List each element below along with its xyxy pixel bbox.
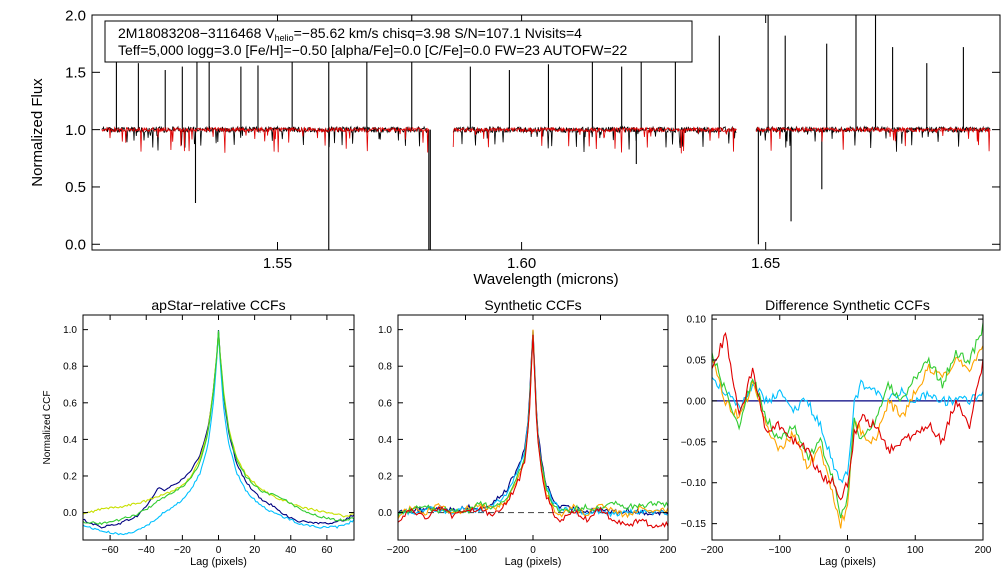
y-tick-label: 1.0 <box>63 325 77 336</box>
panel-title: Synthetic CCFs <box>484 297 581 313</box>
y-tick-label: 2.0 <box>65 7 86 24</box>
x-tick-label: 0 <box>216 545 222 556</box>
panel-title: apStar−relative CCFs <box>151 297 285 313</box>
model-spectrum-line <box>755 126 991 152</box>
ccf-series-visit-4 <box>712 322 983 519</box>
plot-frame <box>91 14 1001 251</box>
annotation-part-2: helio <box>275 33 294 43</box>
axes-apstar-relative-ccf: −60 −40 −20 0 20 40 60 0.0 0.2 0.4 0.6 0.8 1.0 apStar… <box>42 297 355 568</box>
axes-difference-synthetic-ccf: −200 −100 0 100 200 0.10 0.05 0.00 −0.05 −0.10 −0.… <box>681 297 992 568</box>
ccf-plot-apstar-relative-ccf <box>83 329 354 536</box>
y-tick-label: 0.8 <box>378 362 392 373</box>
x-tick-label: 20 <box>249 545 261 556</box>
ccf-series-visit-3 <box>398 329 668 519</box>
y-tick-label: 0.4 <box>63 435 77 446</box>
x-tick-label: 1.65 <box>751 255 780 272</box>
x-tick-label: 100 <box>907 545 924 556</box>
ccf-series-visit-5 <box>712 331 983 501</box>
y-tick-label: 1.0 <box>378 325 392 336</box>
y-tick-label: 0.2 <box>63 471 77 482</box>
x-tick-label: 60 <box>321 545 333 556</box>
y-axis-title: Normalized Flux <box>29 78 46 187</box>
ccf-series-visit-2 <box>712 376 983 484</box>
y-tick-label: 0.4 <box>378 435 392 446</box>
model-spectrum-line <box>101 126 430 153</box>
ccf-series-visit-2 <box>398 330 668 518</box>
x-tick-label: 100 <box>592 545 609 556</box>
y-tick-label: 1.5 <box>65 65 86 82</box>
y-tick-label: −0.10 <box>681 478 707 489</box>
spectrum-plot <box>101 15 991 250</box>
annotation-line-1: 2M18083208−3116468 Vhelio=−85.62 km/s ch… <box>118 25 582 43</box>
y-axis-title: Normalized CCF <box>42 391 53 465</box>
y-tick-label: 0.0 <box>63 508 77 519</box>
ccf-series-visit-5 <box>398 334 668 529</box>
x-tick-label: 200 <box>660 545 677 556</box>
x-tick-label: 1.55 <box>263 255 292 272</box>
panel-title: Difference Synthetic CCFs <box>765 297 930 313</box>
x-axis-title: Wavelength (microns) <box>473 271 618 288</box>
x-axis-title: Lag (pixels) <box>190 556 247 568</box>
x-axis-title: Lag (pixels) <box>819 556 876 568</box>
y-tick-label: 0.00 <box>687 396 707 407</box>
model-spectrum-line <box>452 126 737 154</box>
x-axis-title: Lag (pixels) <box>505 556 562 568</box>
y-tick-label: −0.05 <box>681 437 707 448</box>
y-tick-label: 0.8 <box>63 362 77 373</box>
annotation-part-1: 2M18083208−3116468 V <box>118 25 275 41</box>
ccf-series-visit-1 <box>398 329 668 516</box>
annotation-part-3: =−85.62 km/s chisq=3.98 S/N=107.1 Nvisit… <box>294 25 583 41</box>
ccf-series-visit-4 <box>83 330 354 526</box>
x-tick-label: −100 <box>454 545 477 556</box>
x-tick-label: 40 <box>285 545 297 556</box>
x-tick-label: 200 <box>975 545 992 556</box>
ccf-series-visit-2 <box>83 333 354 536</box>
annotation-line-2: Teff=5,000 logg=3.0 [Fe/H]=−0.50 [alpha/… <box>118 42 627 58</box>
axes-spectrum: 1.55 1.60 1.65 0.0 0.5 1.0 1.5 2.0 Wavelength (m… <box>29 7 1001 288</box>
observed-spectrum-line <box>101 125 430 151</box>
y-tick-label: 0.6 <box>63 398 77 409</box>
y-tick-label: 0.5 <box>65 179 86 196</box>
ccf-plot-difference-synthetic-ccf <box>712 322 983 529</box>
ccf-series-visit-1 <box>83 329 354 529</box>
x-tick-label: 0 <box>845 545 851 556</box>
y-tick-label: 0.0 <box>65 237 86 254</box>
y-tick-label: 0.0 <box>378 508 392 519</box>
x-tick-label: −200 <box>387 545 410 556</box>
y-tick-label: 0.6 <box>378 398 392 409</box>
y-tick-label: 0.10 <box>687 315 707 326</box>
y-tick-label: 0.05 <box>687 356 707 367</box>
x-tick-label: 1.60 <box>507 255 536 272</box>
x-tick-label: −200 <box>701 545 724 556</box>
ccf-series-visit-3 <box>712 345 983 529</box>
info-annotation: 2M18083208−3116468 Vhelio=−85.62 km/s ch… <box>104 20 693 63</box>
ccf-series-visit-4 <box>398 335 668 517</box>
axes-synthetic-ccf: −200 −100 0 100 200 0.0 0.2 0.4 0.6 0.8 1.0 Synthet… <box>378 297 677 568</box>
ccf-series-visit-3 <box>83 332 354 518</box>
annotation-box <box>104 20 693 63</box>
x-tick-label: −100 <box>768 545 791 556</box>
ccf-plot-synthetic-ccf <box>398 329 668 529</box>
x-tick-label: 0 <box>530 545 536 556</box>
x-tick-label: −60 <box>102 545 119 556</box>
y-tick-label: 0.2 <box>378 471 392 482</box>
x-tick-label: −20 <box>174 545 191 556</box>
y-tick-label: 1.0 <box>65 122 86 139</box>
x-tick-label: −40 <box>138 545 155 556</box>
y-tick-label: −0.15 <box>681 519 707 530</box>
